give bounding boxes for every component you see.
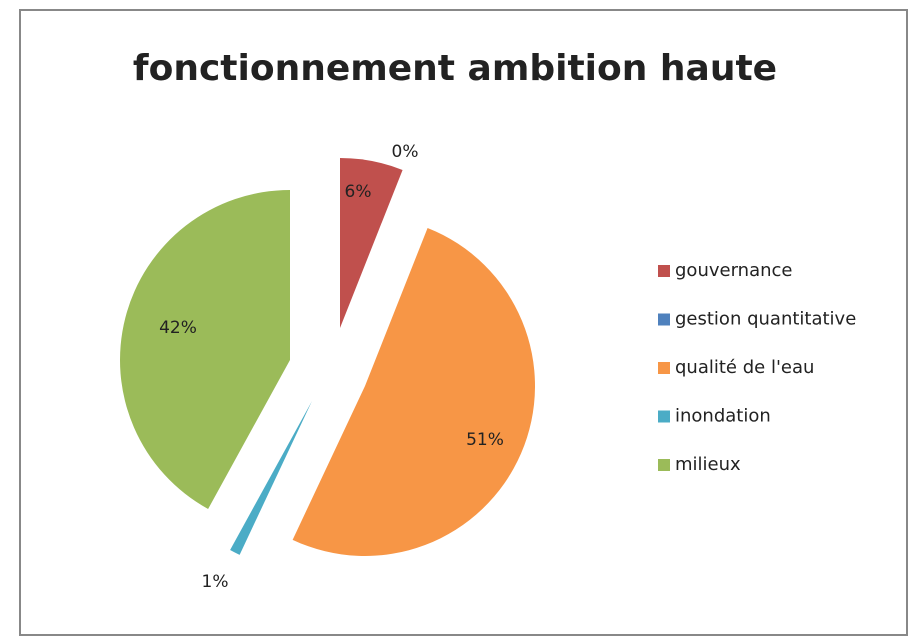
pie-slice [340, 158, 403, 328]
data-label: 51% [466, 430, 504, 450]
data-label: 42% [159, 318, 197, 338]
pie-slice [120, 190, 291, 509]
legend-swatch [658, 265, 670, 277]
legend-swatch [658, 313, 670, 326]
pie-slice [230, 401, 312, 555]
legend-swatch [658, 410, 670, 423]
legend-swatch [658, 362, 670, 374]
pie-slice [342, 167, 405, 326]
pie-slice [292, 227, 535, 556]
legend-label: gouvernance [675, 260, 792, 281]
data-label: 1% [202, 572, 229, 592]
data-label: 0% [392, 142, 419, 162]
data-label: 6% [345, 182, 372, 202]
legend-label: milieux [675, 454, 741, 475]
legend-label: inondation [675, 406, 771, 427]
chart-title: fonctionnement ambition haute [133, 48, 777, 89]
legend-label: gestion quantitative [675, 309, 856, 330]
legend-label: qualité de l'eau [675, 357, 814, 378]
legend-swatch [658, 459, 670, 471]
